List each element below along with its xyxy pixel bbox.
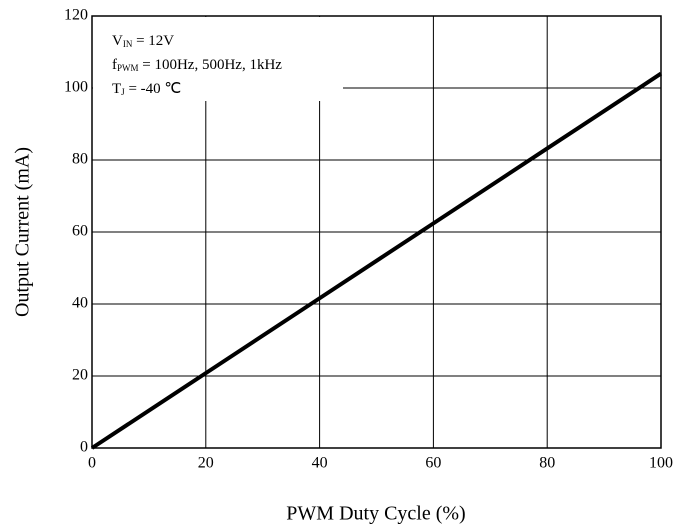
y-tick-label: 100 [64, 79, 88, 96]
x-tick-label: 0 [88, 455, 96, 472]
y-tick-label: 80 [72, 151, 88, 168]
annotation-rest: = 100Hz, 500Hz, 1kHz [139, 57, 283, 73]
annotation: fPWM = 100Hz, 500Hz, 1kHz [112, 57, 282, 73]
annotation: VIN = 12V [112, 33, 174, 49]
annotation-main: V [112, 33, 123, 49]
x-tick-label: 60 [425, 455, 441, 472]
y-tick-label: 40 [72, 295, 88, 312]
annotation-main: f [112, 57, 117, 73]
annotation-rest: = 12V [132, 33, 174, 49]
x-axis-label: PWM Duty Cycle (%) [286, 503, 465, 525]
x-tick-label: 100 [649, 455, 673, 472]
y-axis-label: Output Current (mA) [12, 147, 34, 317]
annotation-main: T [112, 81, 121, 97]
annotation: TJ = -40 ℃ [112, 81, 181, 97]
annotation-sub: IN [123, 39, 133, 49]
y-tick-label: 20 [72, 367, 88, 384]
x-tick-label: 20 [198, 455, 214, 472]
plot-frame [91, 15, 662, 449]
annotation-box [93, 17, 343, 101]
x-tick-label: 40 [312, 455, 328, 472]
data-line [90, 71, 663, 450]
annotation-sub: J [121, 87, 125, 97]
annotation-rest: = -40 ℃ [125, 81, 182, 97]
x-tick-label: 80 [539, 455, 555, 472]
y-tick-label: 60 [72, 223, 88, 240]
y-tick-label: 120 [64, 7, 88, 24]
y-tick-label: 0 [80, 439, 88, 456]
annotation-sub: PWM [117, 63, 139, 73]
